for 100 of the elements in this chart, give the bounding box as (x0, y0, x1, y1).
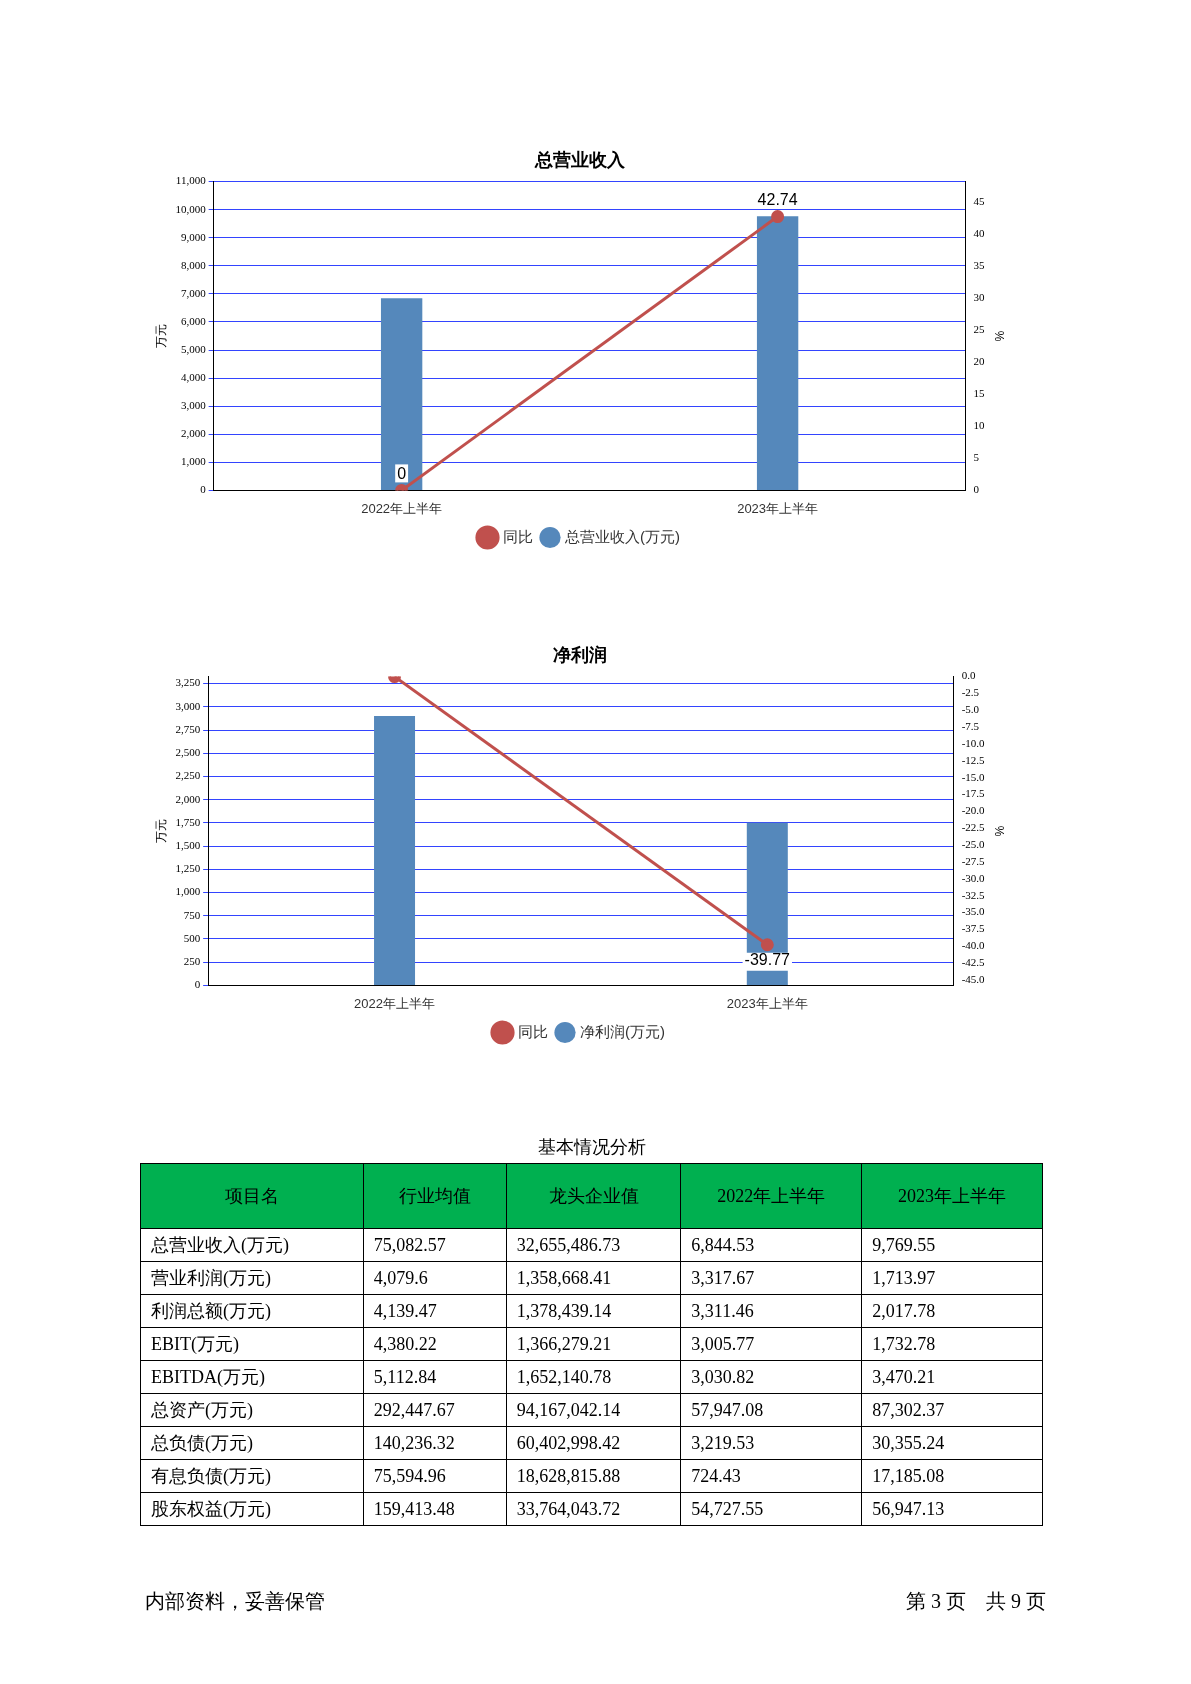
category-label: 有息负债(万元) (151, 1466, 271, 1486)
legend-label: 同比 (502, 527, 533, 545)
y-tick-label: 250 (183, 955, 201, 968)
text: 1,732.78 (872, 1333, 936, 1354)
category-label: 龙头企业值 (506, 1163, 681, 1229)
text: 4,139.47 (373, 1300, 437, 1321)
chart-title: 总营业收入 (534, 149, 626, 170)
text: 56,947.13 (872, 1498, 945, 1519)
category-label: 总负债(万元) (151, 1433, 253, 1453)
text: 基本情况分析 (536, 1136, 647, 1159)
y2-tick-label: 15 (973, 387, 986, 400)
y2-tick-label: -5.0 (961, 703, 980, 716)
y-tick-label: 2,500 (175, 746, 201, 759)
y2-axis-title: % (992, 825, 1007, 837)
text: 3,219.53 (691, 1432, 755, 1453)
y2-tick-label: -27.5 (961, 854, 986, 867)
category-label: 2023年上半年 (861, 1163, 1043, 1229)
category-label: 利润总额(万元) (151, 1301, 271, 1321)
y2-tick-label: -32.5 (961, 888, 986, 901)
y2-tick-label: -22.5 (961, 821, 986, 834)
text: 4,380.22 (373, 1333, 437, 1354)
y2-tick-label: -40.0 (961, 939, 986, 952)
category-label: EBITDA(万元) (151, 1367, 265, 1387)
y2-tick-label: -7.5 (961, 720, 980, 733)
text: 3,005.77 (691, 1333, 755, 1354)
text: 1,713.97 (872, 1267, 936, 1288)
y2-tick-label: 20 (973, 355, 986, 368)
y2-tick-label: 0 (973, 483, 980, 496)
y-tick-label: 10,000 (175, 202, 207, 215)
y2-tick-label: -45.0 (961, 972, 986, 985)
y2-tick-label: -2.5 (961, 686, 980, 699)
y-tick-label: 11,000 (175, 174, 207, 187)
y-tick-label: 3,000 (180, 399, 207, 412)
y2-tick-label: -15.0 (961, 770, 986, 783)
y-tick-label: 0 (194, 978, 201, 991)
category-label: EBIT(万元) (151, 1334, 239, 1354)
text: 17,185.08 (872, 1465, 945, 1486)
category-label: 总营业收入(万元) (151, 1235, 289, 1255)
y2-tick-label: -12.5 (961, 753, 986, 766)
text: 94,167,042.14 (516, 1399, 621, 1420)
y-tick-label: 3,250 (175, 676, 201, 689)
y2-tick-label: 35 (973, 259, 986, 272)
text: 3,311.46 (691, 1300, 754, 1321)
text: 159,413.48 (373, 1498, 455, 1519)
text: 内部资料，妥善保管 (145, 1589, 325, 1614)
y2-tick-label: 40 (973, 227, 986, 240)
legend-label: 同比 (517, 1022, 548, 1040)
text: 1,652,140.78 (516, 1366, 612, 1387)
y2-tick-label: 45 (973, 194, 986, 207)
data-label: -39.77 (744, 951, 791, 969)
y-tick-label: 500 (183, 931, 201, 944)
y-axis-title: 万元 (153, 324, 168, 348)
y-axis-title: 万元 (153, 819, 168, 843)
text: 1,378,439.14 (516, 1300, 612, 1321)
legend-label: 净利润(万元) (580, 1022, 665, 1040)
y2-tick-label: 0.0 (961, 669, 976, 682)
legend-label: 总营业收入(万元) (564, 527, 680, 545)
y2-tick-label: 5 (973, 451, 980, 464)
category-label: 行业均值 (363, 1163, 507, 1229)
category-label: 营业利润(万元) (151, 1268, 271, 1288)
y2-tick-label: -25.0 (961, 838, 986, 851)
y-tick-label: 2,750 (175, 722, 201, 735)
y-tick-label: 750 (183, 908, 201, 921)
data-label: 0 (397, 464, 407, 482)
text: 4,079.6 (373, 1267, 428, 1288)
text: 1,366,279.21 (516, 1333, 612, 1354)
text: 75,594.96 (373, 1465, 446, 1486)
y-tick-label: 1,750 (175, 815, 201, 828)
y-tick-label: 1,000 (180, 455, 207, 468)
text: 57,947.08 (691, 1399, 764, 1420)
y-tick-label: 5,000 (180, 342, 207, 355)
text: 33,764,043.72 (516, 1498, 621, 1519)
y-tick-label: 3,000 (175, 699, 201, 712)
text: 140,236.32 (373, 1432, 455, 1453)
y2-tick-label: -20.0 (961, 804, 986, 817)
text: 32,655,486.73 (516, 1234, 621, 1255)
text: 5,112.84 (373, 1366, 437, 1387)
y-tick-label: 2,000 (180, 427, 207, 440)
category-label: 股东权益(万元) (151, 1499, 271, 1519)
y2-tick-label: 25 (973, 323, 986, 336)
text: 75,082.57 (373, 1234, 446, 1255)
text: 87,302.37 (872, 1399, 945, 1420)
y-tick-label: 1,250 (175, 862, 201, 875)
chart-title: 净利润 (553, 644, 607, 665)
text: 18,628,815.88 (516, 1465, 621, 1486)
text: 6,844.53 (691, 1234, 755, 1255)
text: 9,769.55 (872, 1234, 936, 1255)
y2-tick-label: -10.0 (961, 736, 986, 749)
y-tick-label: 0 (200, 483, 207, 496)
y-tick-label: 7,000 (180, 286, 207, 299)
text: 2,017.78 (872, 1300, 936, 1321)
y-tick-label: 8,000 (180, 258, 207, 271)
text: 1,358,668.41 (516, 1267, 612, 1288)
text: 54,727.55 (691, 1498, 764, 1519)
y2-tick-label: -30.0 (961, 871, 986, 884)
y-tick-label: 6,000 (180, 314, 207, 327)
category-label: 2022年上半年 (680, 1163, 862, 1229)
category-label: 项目名 (140, 1163, 364, 1229)
text: 3,317.67 (691, 1267, 755, 1288)
y2-tick-label: 30 (973, 291, 986, 304)
